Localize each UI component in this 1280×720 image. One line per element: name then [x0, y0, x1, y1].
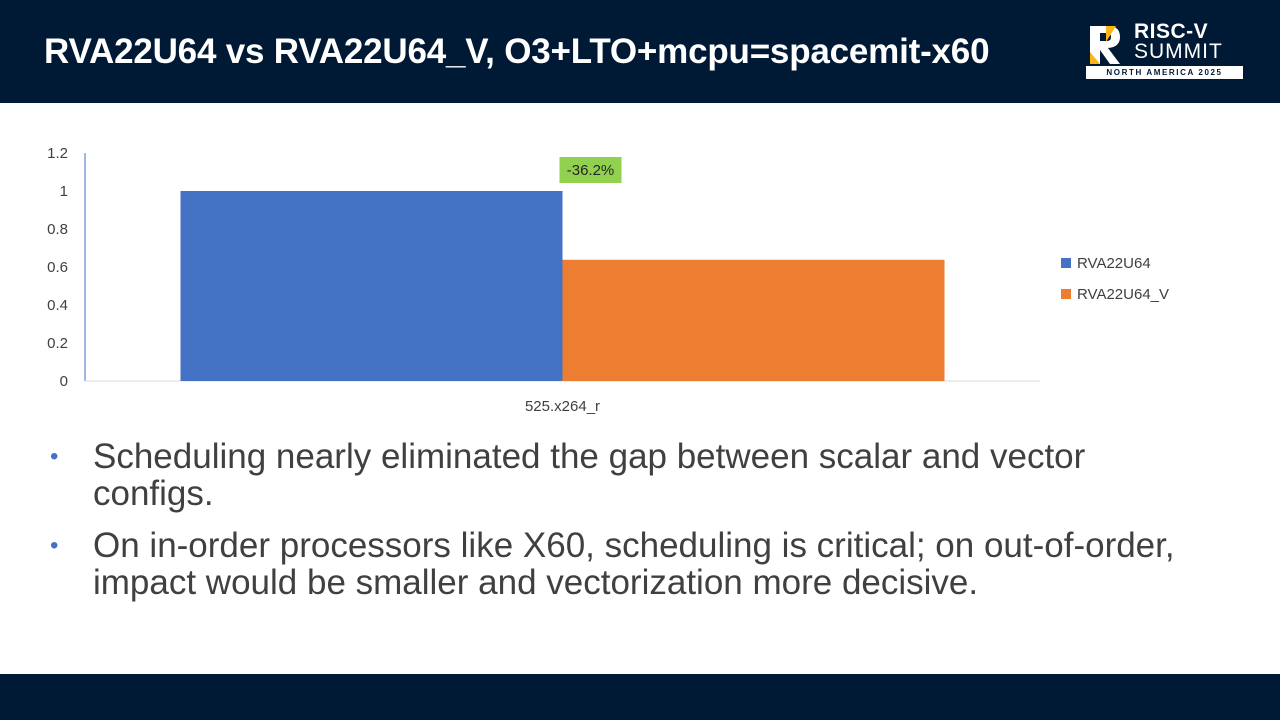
risc-v-summit-logo: RISC-V SUMMIT NORTH AMERICA 2025	[1086, 20, 1246, 82]
slide-title: RVA22U64 vs RVA22U64_V, O3+LTO+mcpu=spac…	[44, 32, 990, 71]
legend-label: RVA22U64_V	[1077, 286, 1169, 303]
header-bar: RVA22U64 vs RVA22U64_V, O3+LTO+mcpu=spac…	[0, 0, 1280, 103]
legend-swatch	[1061, 289, 1071, 299]
annotation-label: -36.2%	[567, 162, 615, 179]
bullet-text: Scheduling nearly eliminated the gap bet…	[93, 437, 1086, 513]
y-tick-label: 0.8	[47, 221, 68, 238]
logo-wordmark-risc-v: RISC-V	[1134, 20, 1209, 43]
legend-swatch	[1061, 258, 1071, 268]
y-tick-label: 0.6	[47, 259, 68, 276]
bullet-dot-icon: •	[50, 443, 59, 470]
footer-bar	[0, 674, 1280, 720]
y-tick-label: 0	[60, 373, 68, 390]
logo-tagline: NORTH AMERICA 2025	[1086, 66, 1243, 79]
bullet-item: • Scheduling nearly eliminated the gap be…	[50, 438, 1210, 512]
bullet-dot-icon: •	[50, 532, 59, 559]
risc-v-logo-icon	[1090, 26, 1120, 64]
y-tick-label: 1.2	[47, 145, 68, 162]
legend-label: RVA22U64	[1077, 255, 1151, 272]
y-tick-label: 0.2	[47, 335, 68, 352]
y-tick-label: 1	[60, 183, 68, 200]
bullet-list: • Scheduling nearly eliminated the gap be…	[50, 438, 1210, 616]
bullet-text: On in-order processors like X60, schedul…	[93, 526, 1175, 602]
y-tick-label: 0.4	[47, 297, 68, 314]
x-category-label: 525.x264_r	[525, 398, 600, 415]
bar-rva22u64	[180, 191, 563, 381]
bullet-item: • On in-order processors like X60, schedu…	[50, 527, 1210, 601]
annotation-label-box	[559, 157, 622, 183]
bar-chart: 0 0.2 0.4 0.6 0.8 1 1.2 525.x264_r -36.2% RVA22U6…	[47, 145, 1169, 415]
bar-rva22u64-v	[562, 259, 945, 381]
logo-wordmark-summit: SUMMIT	[1134, 40, 1223, 63]
